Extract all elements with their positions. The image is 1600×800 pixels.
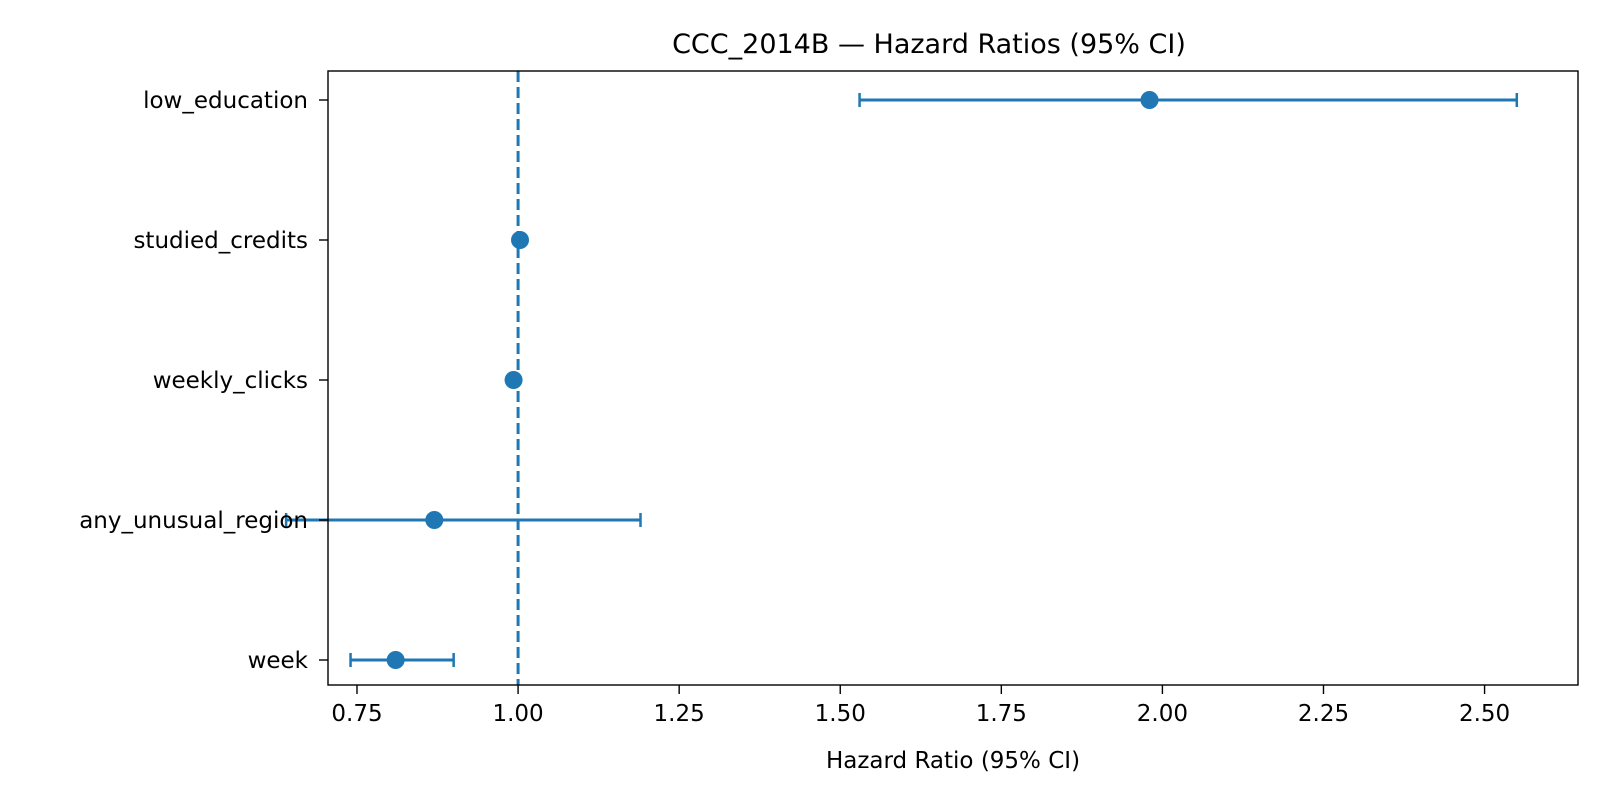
x-tick-label: 2.50 [1459,701,1510,727]
x-axis-label: Hazard Ratio (95% CI) [826,748,1080,774]
y-axis: low_education studied_credits weekly_click… [79,88,328,674]
x-tick-label: 2.00 [1137,701,1188,727]
x-tick-label: 1.75 [976,701,1027,727]
y-tick-label: week [248,648,309,674]
y-tick-label: low_education [143,88,308,114]
point-estimate [386,651,405,669]
chart-title: CCC_2014B — Hazard Ratios (95% CI) [672,29,1186,60]
point-estimate [425,511,444,529]
y-tick-label: studied_credits [133,228,308,254]
x-tick-label: 1.25 [654,701,705,727]
point-estimate [511,231,530,249]
plot-frame [327,70,1579,686]
y-tick-label: weekly_clicks [153,368,308,394]
point-estimate [1140,91,1159,109]
x-tick-label: 0.75 [331,701,382,727]
plot-area [284,71,1519,685]
point-estimate [504,371,523,389]
x-tick-label: 1.00 [492,701,543,727]
x-axis: 0.75 1.00 1.25 1.50 1.75 2.00 2.25 2.50 [331,685,1510,727]
x-tick-label: 2.25 [1298,701,1349,727]
x-tick-label: 1.50 [815,701,866,727]
y-tick-label: any_unusual_region [79,508,308,534]
